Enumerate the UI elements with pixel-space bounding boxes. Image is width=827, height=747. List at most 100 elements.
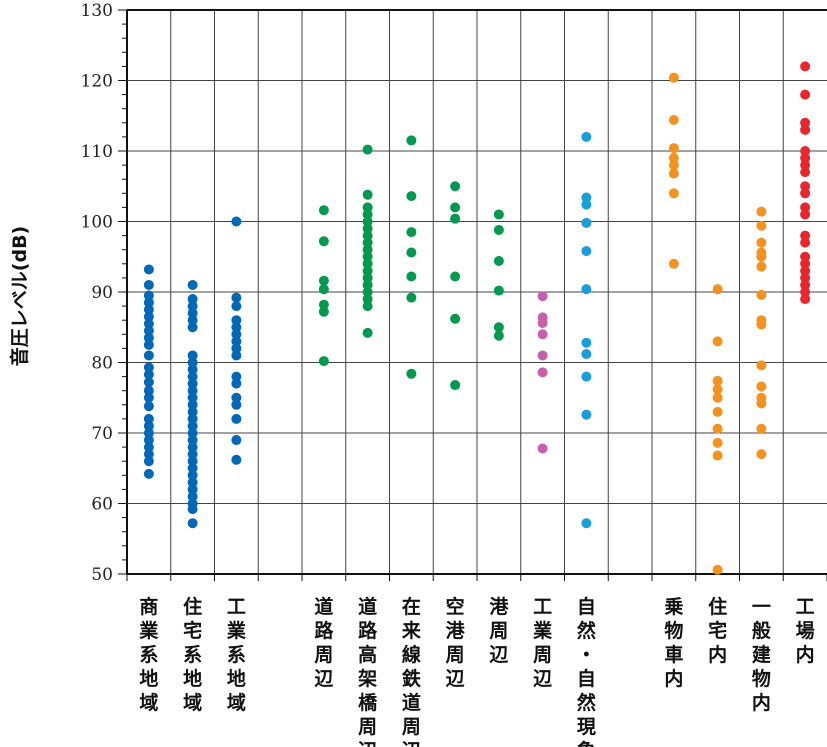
data-point (581, 349, 592, 360)
data-point (362, 189, 373, 200)
data-point (187, 470, 198, 481)
data-point (187, 477, 198, 488)
data-point (187, 322, 198, 333)
data-point (362, 258, 373, 269)
category-label: 工場内 (796, 596, 815, 666)
data-point (362, 244, 373, 255)
y-tick-label: 110 (81, 142, 113, 162)
data-point (231, 343, 242, 354)
data-point (493, 285, 504, 296)
data-point (143, 385, 154, 396)
data-point (143, 428, 154, 438)
data-point (231, 350, 242, 361)
y-tick-label: 70 (91, 424, 113, 444)
data-point (800, 146, 811, 156)
data-point (362, 301, 373, 312)
data-point (362, 279, 373, 290)
data-point (362, 237, 373, 248)
data-point (187, 456, 198, 467)
data-point (143, 279, 154, 290)
data-point (318, 205, 329, 216)
data-point (581, 217, 592, 228)
data-point (143, 318, 154, 329)
data-point (187, 301, 198, 312)
data-point (800, 167, 811, 178)
category-label: 住宅系地域 (183, 595, 202, 714)
data-point (668, 160, 679, 171)
data-point (800, 294, 811, 305)
data-point (450, 380, 461, 391)
data-point (712, 375, 723, 386)
data-point (318, 356, 329, 367)
data-point (406, 271, 417, 282)
data-point (712, 406, 723, 417)
data-point (231, 329, 242, 340)
data-point (800, 202, 811, 213)
category-label: 商業系地域 (138, 595, 159, 714)
data-point (143, 442, 154, 453)
data-point (756, 449, 767, 460)
data-point (231, 435, 242, 446)
data-point (187, 371, 198, 382)
data-point (231, 336, 242, 347)
data-point (537, 350, 548, 361)
data-point (450, 313, 461, 324)
data-point (800, 272, 811, 283)
data-point (231, 399, 242, 410)
data-point (143, 456, 154, 467)
category-label: 住宅内 (708, 595, 727, 666)
data-point (143, 435, 154, 446)
data-point (187, 463, 198, 474)
category-label: 工業周辺 (532, 596, 553, 690)
data-point (187, 518, 198, 529)
category-label: 空港周辺 (446, 595, 466, 690)
data-point (581, 199, 592, 210)
data-point (231, 413, 242, 424)
data-point (800, 153, 811, 164)
data-point (362, 230, 373, 241)
data-point (187, 378, 198, 389)
data-point (712, 564, 723, 575)
data-point (362, 216, 373, 227)
data-point (493, 255, 504, 266)
data-point (581, 192, 592, 203)
data-point (187, 504, 198, 515)
category-label: 自然・自然現象 (577, 595, 596, 747)
data-point (231, 301, 242, 312)
data-point (712, 437, 723, 448)
y-axis-ticks: 50 60 70 80 90 100 110 120 130 (81, 1, 827, 585)
data-point (756, 289, 767, 300)
data-point (493, 322, 504, 333)
data-point (143, 377, 154, 388)
data-point (362, 209, 373, 220)
data-point (187, 399, 198, 410)
data-point (362, 294, 373, 305)
data-point (187, 406, 198, 417)
y-tick-label: 90 (91, 283, 113, 303)
data-point (581, 518, 592, 529)
data-point (800, 209, 811, 220)
data-point (406, 247, 417, 258)
data-points (143, 61, 811, 575)
data-point (712, 450, 723, 461)
data-point (668, 258, 679, 269)
data-point (187, 308, 198, 319)
data-point (143, 325, 154, 336)
data-point (187, 420, 198, 431)
data-point (668, 72, 679, 83)
data-point (143, 311, 154, 322)
data-point (493, 330, 504, 341)
data-point (362, 144, 373, 155)
data-point (318, 284, 329, 295)
data-point (800, 287, 811, 297)
data-point (800, 251, 811, 262)
data-point (450, 271, 461, 282)
data-point (756, 381, 767, 392)
data-point (362, 251, 373, 262)
data-point (581, 371, 592, 382)
data-point (231, 216, 242, 227)
data-point (362, 272, 373, 283)
data-point (581, 409, 592, 420)
y-tick-label: 100 (81, 213, 113, 233)
